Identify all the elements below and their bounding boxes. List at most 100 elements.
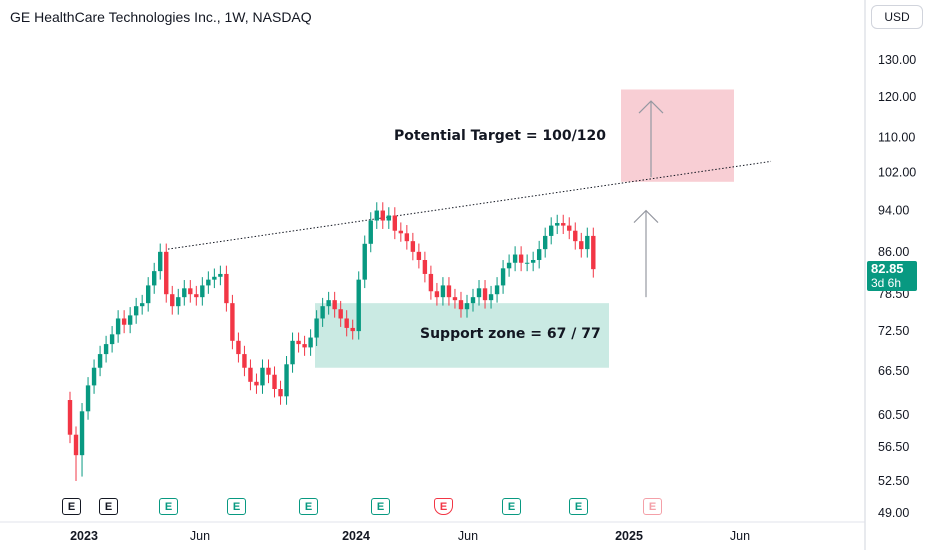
- y-tick-label: 60.50: [878, 408, 909, 422]
- y-tick-label: 66.50: [878, 364, 909, 378]
- candle-body: [272, 374, 277, 390]
- candle-body: [398, 230, 404, 234]
- candle-body: [428, 273, 434, 292]
- target-arrow-head: [638, 100, 664, 114]
- candle-body: [561, 223, 566, 226]
- earnings-event-icon[interactable]: E: [371, 498, 390, 515]
- candle-body: [422, 260, 428, 274]
- candle-body: [73, 434, 79, 456]
- candle-body: [320, 306, 325, 319]
- candle-body: [362, 243, 367, 280]
- candle-body: [85, 385, 91, 412]
- candle-body: [236, 340, 241, 355]
- candle-body: [380, 210, 385, 221]
- candle-body: [218, 273, 223, 277]
- candle-body: [242, 354, 247, 368]
- candle-body: [266, 367, 271, 375]
- support-annotation: Support zone = 67 / 77: [420, 326, 601, 342]
- earnings-event-icon[interactable]: E: [299, 498, 318, 515]
- x-tick-label: 2025: [615, 529, 643, 543]
- candle-body: [176, 297, 181, 307]
- y-tick-label: 56.50: [878, 440, 909, 454]
- candle-body: [488, 294, 494, 301]
- earnings-event-icon[interactable]: E: [502, 498, 521, 515]
- candle-body: [103, 344, 109, 355]
- candle-body: [326, 300, 331, 307]
- y-tick-label: 72.50: [878, 324, 909, 338]
- candle-body: [67, 400, 73, 435]
- candle-body: [585, 235, 590, 250]
- y-tick-label: 110.00: [878, 131, 915, 145]
- earnings-event-icon[interactable]: E: [99, 498, 118, 515]
- candle-body: [200, 285, 205, 298]
- candle-body: [127, 315, 133, 325]
- candle-body: [248, 367, 253, 382]
- candle-body: [536, 249, 542, 261]
- target-arrow-head: [633, 209, 659, 223]
- y-tick-label: 86.00: [878, 245, 909, 259]
- candle-body: [194, 294, 199, 298]
- candle-body: [170, 294, 175, 307]
- candle-body: [206, 279, 211, 286]
- candle-body: [518, 254, 524, 263]
- candle-body: [549, 225, 554, 236]
- candle-body: [530, 260, 536, 263]
- earnings-event-icon[interactable]: E: [62, 498, 81, 515]
- candle-body: [464, 303, 470, 310]
- candle-body: [512, 254, 518, 263]
- earnings-event-icon[interactable]: E: [643, 498, 662, 515]
- x-tick-label: 2023: [70, 529, 98, 543]
- candle-body: [452, 297, 458, 301]
- resistance-trendline: [167, 160, 772, 250]
- candle-body: [573, 230, 578, 242]
- candle-body: [482, 288, 488, 301]
- candle-body: [542, 235, 548, 250]
- candle-body: [278, 389, 283, 397]
- earnings-event-icon[interactable]: E: [227, 498, 246, 515]
- candle-body: [79, 411, 85, 456]
- candle-body: [230, 303, 235, 341]
- candle-body: [524, 262, 530, 264]
- candle-body: [591, 235, 596, 270]
- currency-selector[interactable]: USD: [871, 5, 923, 29]
- candle-body: [392, 215, 398, 231]
- candle-body: [182, 288, 187, 298]
- earnings-event-icon[interactable]: E: [159, 498, 178, 515]
- last-price-tag: 82.85 3d 6h: [867, 261, 917, 291]
- chart-title: GE HealthCare Technologies Inc., 1W, NAS…: [10, 9, 312, 25]
- y-tick-label: 49.00: [878, 506, 909, 520]
- candle-body: [356, 279, 361, 332]
- candle-body: [212, 276, 217, 280]
- candle-body: [579, 241, 584, 250]
- candle-body: [91, 367, 97, 386]
- candle-body: [555, 223, 560, 226]
- last-price: 82.85: [871, 261, 904, 276]
- candle-body: [506, 262, 512, 269]
- candle-body: [121, 318, 127, 325]
- support-zone: [315, 303, 609, 368]
- candle-body: [350, 327, 355, 332]
- candle-body: [314, 318, 319, 338]
- candle-body: [344, 318, 349, 328]
- earnings-event-icon[interactable]: E: [434, 498, 453, 515]
- x-tick-label: 2024: [342, 529, 370, 543]
- candle-body: [500, 268, 506, 286]
- y-tick-label: 130.00: [878, 53, 916, 67]
- y-tick-label: 94.00: [878, 204, 909, 218]
- candle-body: [164, 251, 169, 295]
- candle-body: [434, 291, 440, 298]
- candle-body: [133, 306, 139, 316]
- x-tick-label: Jun: [458, 529, 478, 543]
- bar-countdown: 3d 6h: [871, 276, 902, 290]
- candle-body: [446, 285, 452, 298]
- candle-body: [224, 273, 229, 304]
- candle-body: [416, 251, 422, 261]
- candle-body: [302, 344, 307, 348]
- candle-body: [410, 241, 416, 252]
- y-tick-label: 52.50: [878, 474, 909, 488]
- y-tick-label: 120.00: [878, 90, 916, 104]
- candle-body: [404, 233, 410, 242]
- earnings-event-icon[interactable]: E: [569, 498, 588, 515]
- candle-body: [152, 271, 157, 286]
